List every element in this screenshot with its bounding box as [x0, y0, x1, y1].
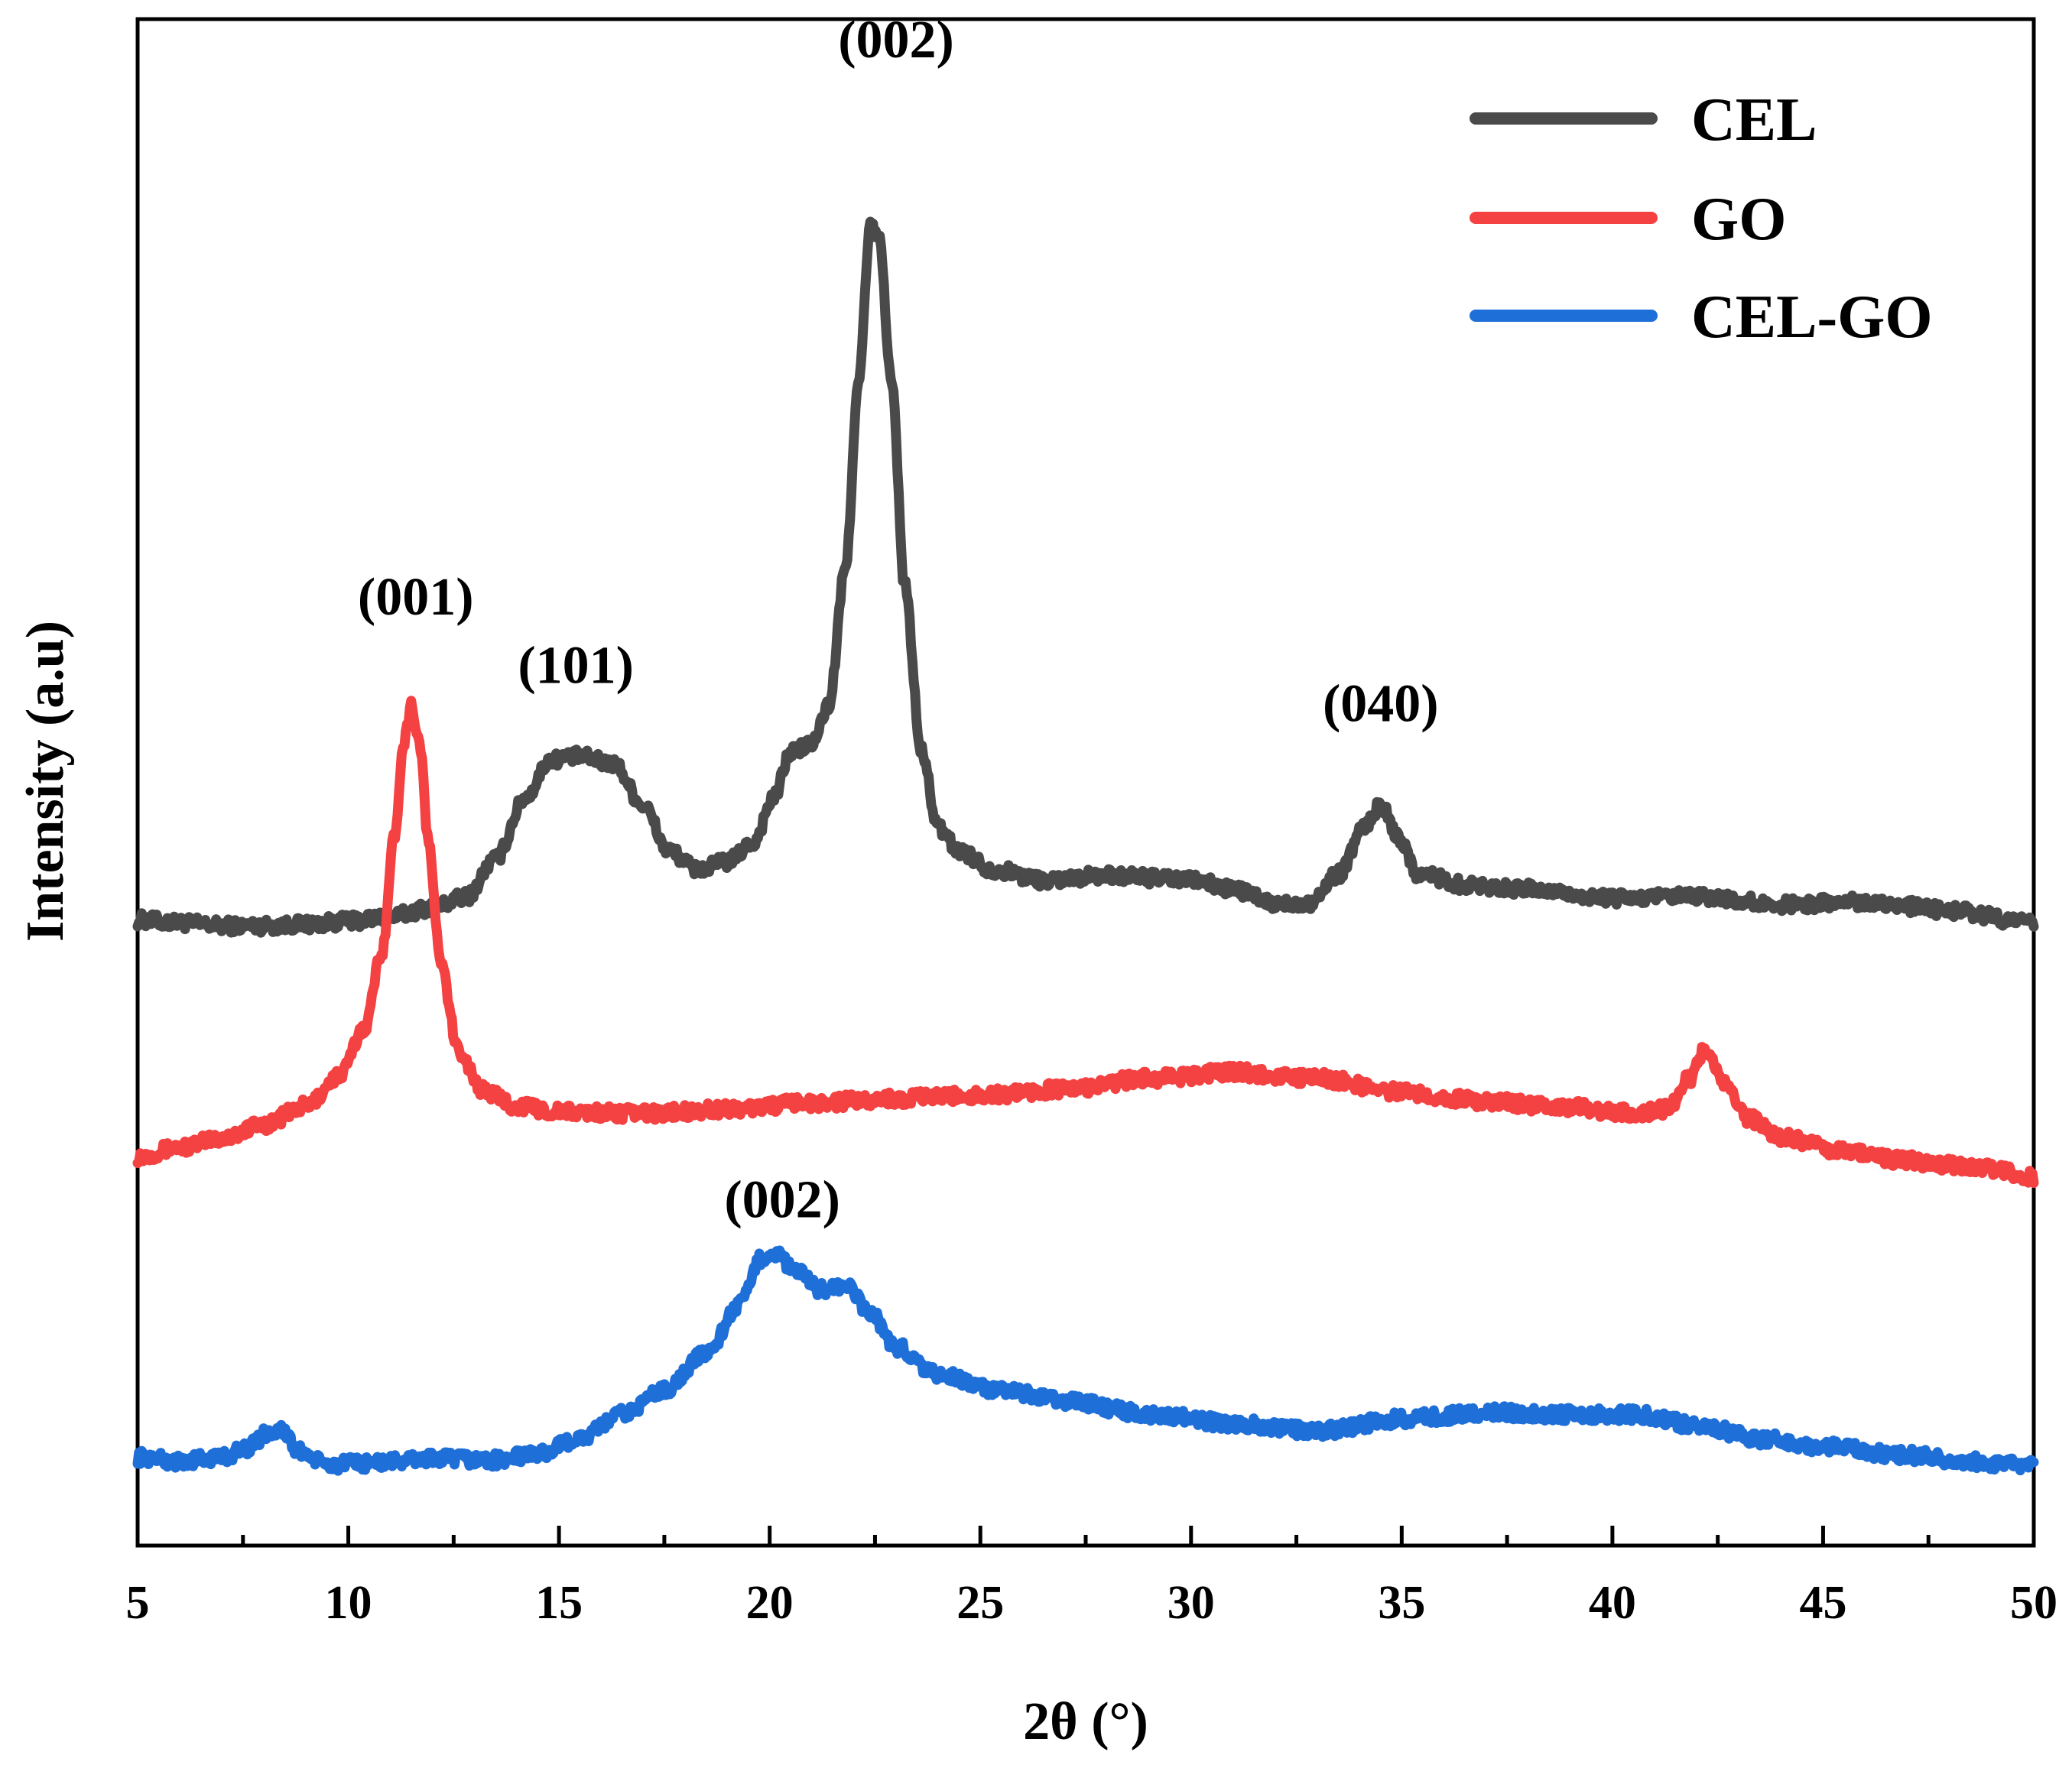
x-tick-label: 35 — [1378, 1577, 1425, 1629]
peak-label: (101) — [518, 637, 634, 696]
x-axis-ticks: 5 10 15 20 25 30 35 40 45 50 — [126, 1526, 2057, 1629]
x-tick-label: 15 — [535, 1577, 583, 1629]
series-layer — [132, 216, 2039, 1476]
x-axis-title: 2θ (°) — [1023, 1692, 1148, 1751]
peak-label: (002) — [724, 1171, 840, 1230]
peak-label: (040) — [1323, 675, 1439, 734]
x-tick-label: 5 — [126, 1577, 150, 1629]
peak-label: (002) — [838, 11, 954, 70]
legend: CEL GO CEL-GO — [1470, 86, 1933, 351]
x-tick-label: 25 — [956, 1577, 1004, 1629]
peak-annotations: (002) (001) (101) (040) (002) — [358, 11, 1439, 1230]
x-tick-label: 40 — [1589, 1577, 1636, 1629]
series-line-go — [132, 696, 2039, 1189]
series-line-cel-go — [132, 1245, 2039, 1476]
y-axis-title: Intensity (a.u) — [16, 621, 75, 942]
legend-label-go: GO — [1691, 186, 1786, 253]
x-tick-label: 30 — [1168, 1577, 1215, 1629]
legend-label-cel-go: CEL-GO — [1691, 284, 1933, 351]
x-tick-label: 20 — [746, 1577, 794, 1629]
series-line-cel — [132, 216, 2039, 938]
x-tick-label: 45 — [1799, 1577, 1846, 1629]
x-tick-label: 10 — [325, 1577, 372, 1629]
x-tick-label: 50 — [2010, 1577, 2057, 1629]
legend-label-cel: CEL — [1691, 86, 1817, 154]
peak-label: (001) — [358, 568, 474, 627]
